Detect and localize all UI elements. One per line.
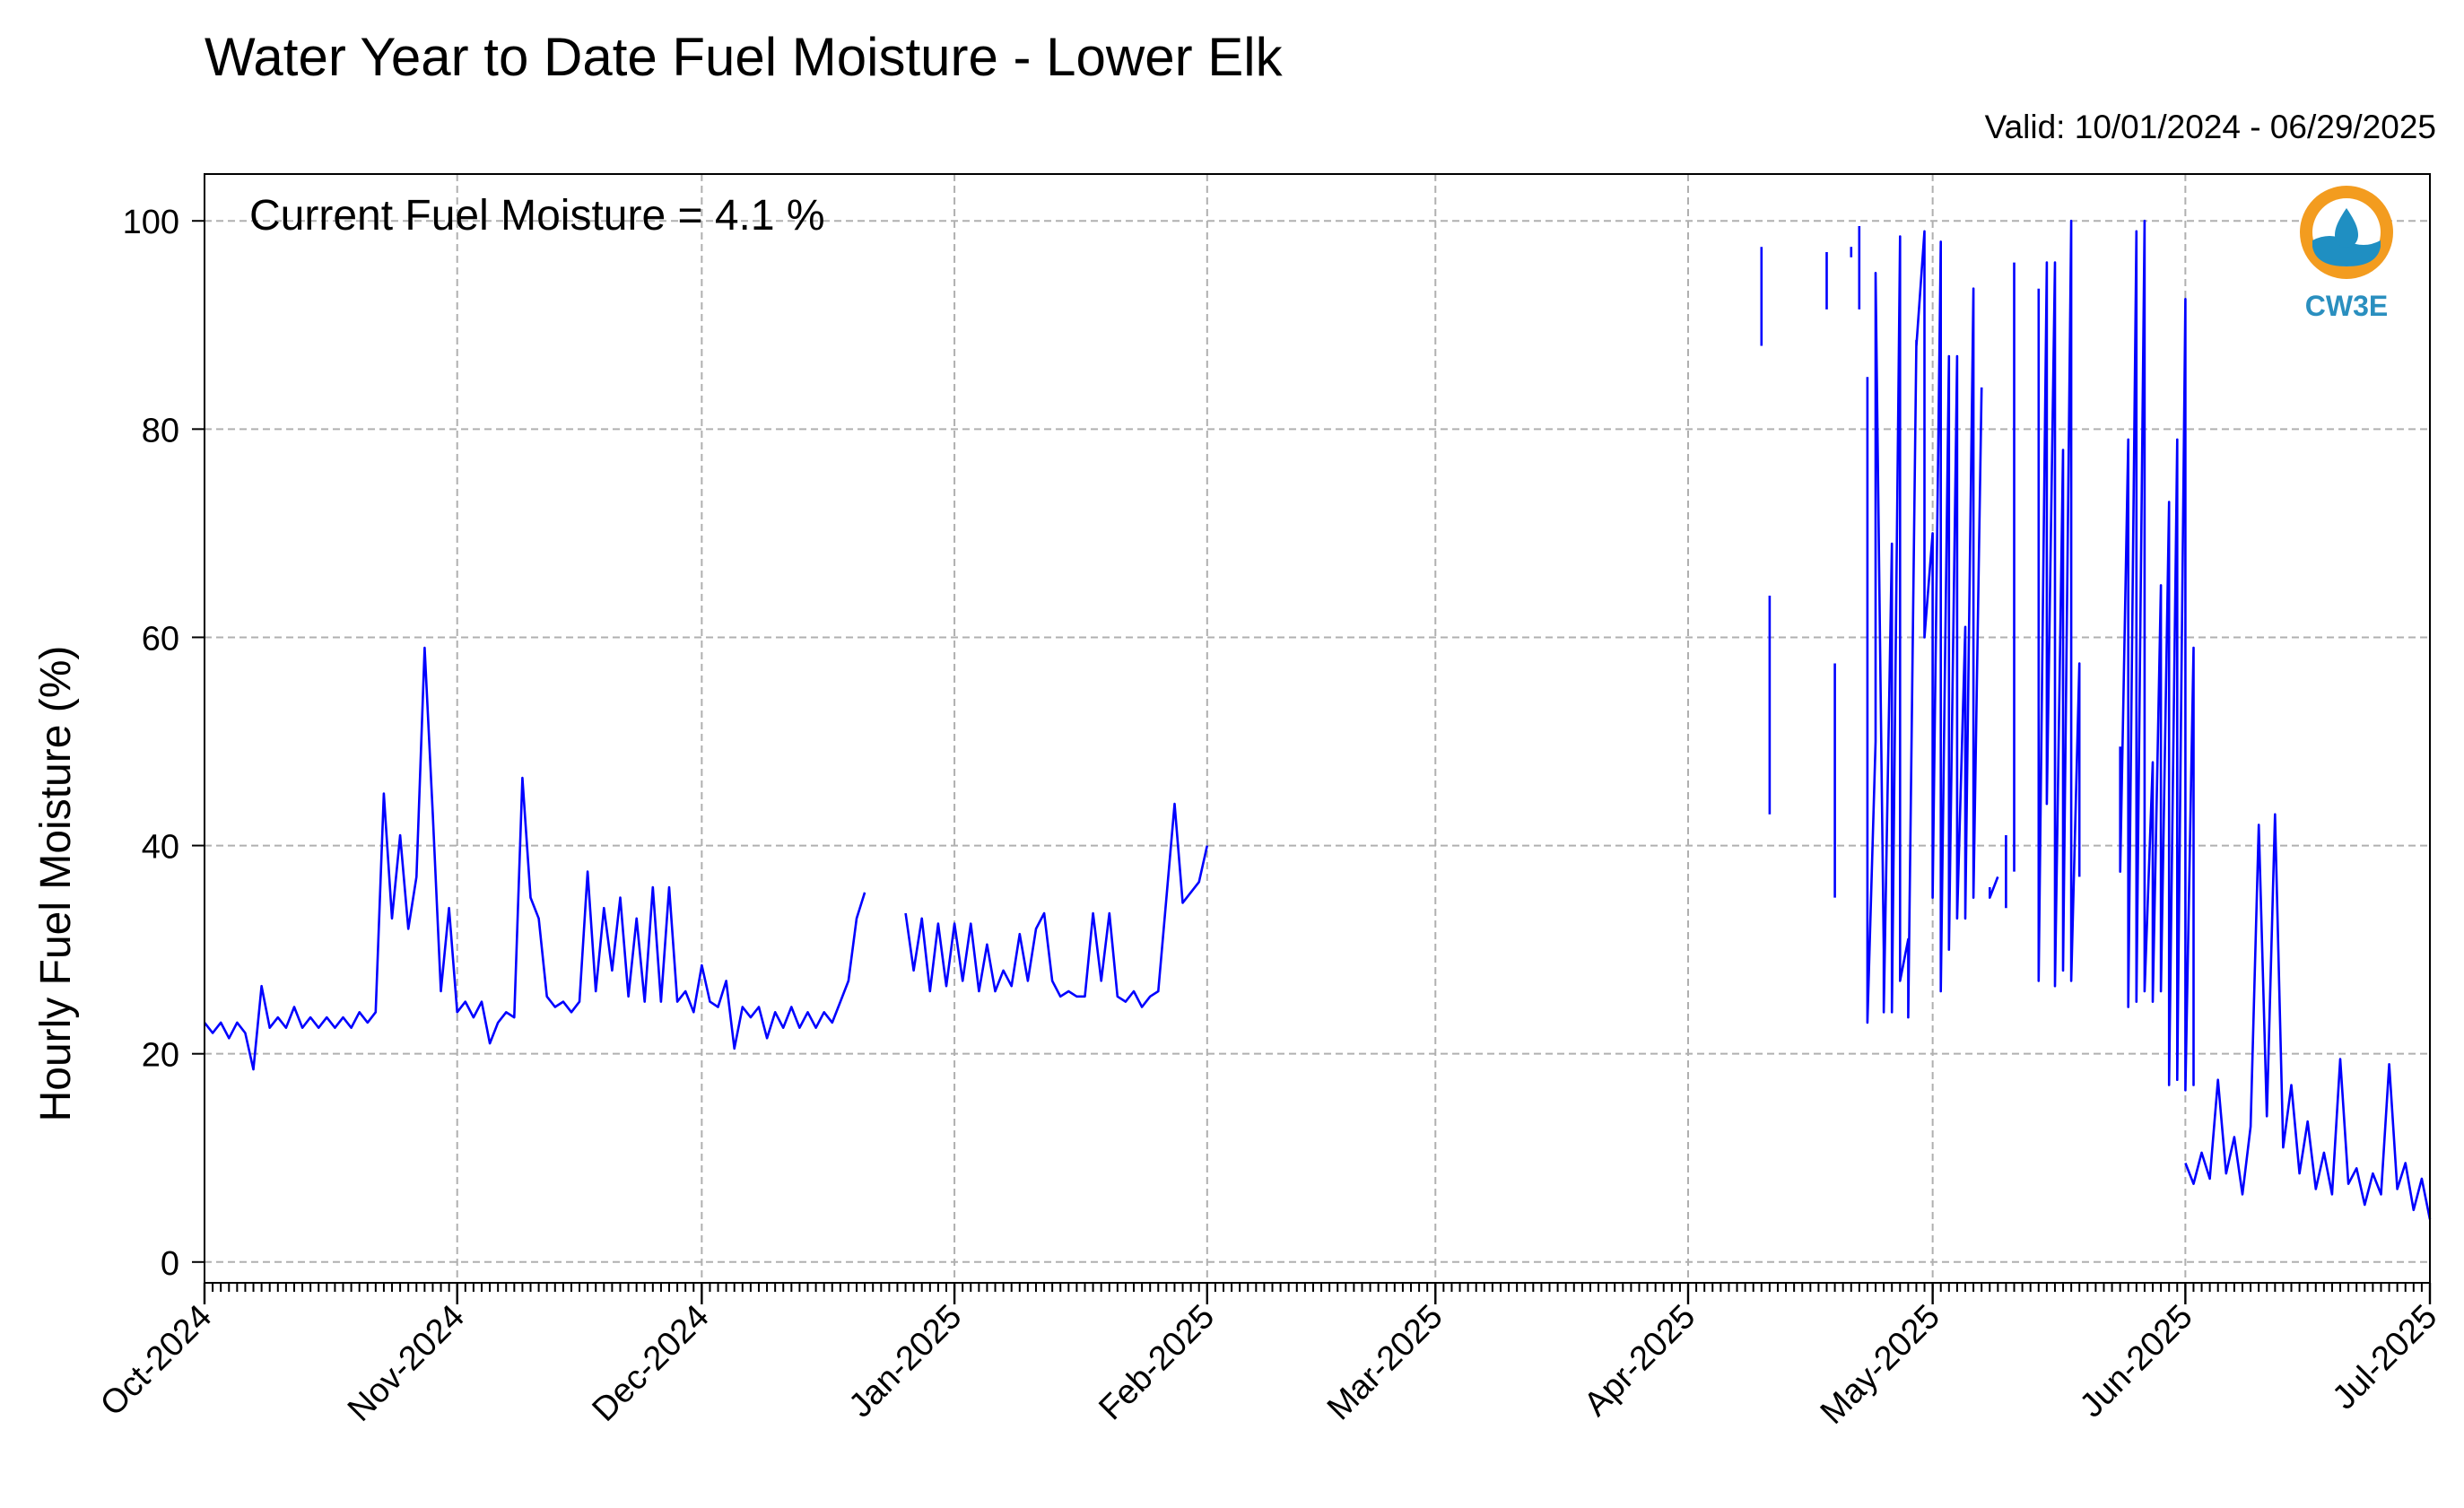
grid-layer [204, 174, 2431, 1283]
x-tick-label: Jan-2025 [842, 1298, 970, 1425]
series-line-segment [2184, 813, 2432, 1220]
y-tick-label: 80 [142, 412, 179, 449]
y-axis-label: Hourly Fuel Moisture (%) [32, 646, 80, 1122]
current-fuel-moisture-annotation: Current Fuel Moisture = 4.1 % [249, 192, 825, 240]
axes-layer: 0 20 40 60 80 100 Oct-2024 Nov-2024 Dec-2024 Jan-… [93, 173, 2445, 1432]
y-tick-label: 60 [142, 620, 179, 658]
x-tick-label: May-2025 [1814, 1298, 1947, 1432]
logo-text: CW3E [2305, 290, 2388, 322]
chart-title: Water Year to Date Fuel Moisture - Lower… [205, 27, 1283, 87]
x-tick-label: Jun-2025 [2073, 1298, 2200, 1425]
series-line-segment [904, 802, 1209, 1008]
y-tick-label: 0 [161, 1245, 179, 1283]
x-tick-label: Mar-2025 [1320, 1298, 1450, 1428]
series-line-segment [2037, 219, 2081, 988]
x-tick-label: Oct-2024 [93, 1298, 219, 1424]
cw3e-logo: CW3E [2300, 186, 2393, 322]
x-tick-label: Feb-2025 [1092, 1298, 1222, 1428]
series-line-segment [2119, 219, 2195, 1092]
series-line-segment [1989, 876, 1999, 899]
x-tick-label: Nov-2024 [341, 1298, 472, 1429]
water-drop-icon [2335, 208, 2358, 248]
x-tick-label: Apr-2025 [1577, 1298, 1702, 1424]
valid-range: Valid: 10/01/2024 - 06/29/2025 [1984, 109, 2436, 145]
y-tick-label: 100 [123, 204, 179, 241]
y-tick-label: 20 [142, 1037, 179, 1075]
logo-water-waves [2312, 236, 2381, 266]
plot-frame [204, 173, 2431, 1284]
series-layer [203, 219, 2432, 1220]
series-line-segment [1866, 230, 1983, 1024]
x-tick-label: Dec-2024 [586, 1298, 717, 1429]
y-tick-label: 40 [142, 829, 179, 867]
series-line-segment [203, 646, 866, 1071]
x-tick-label: Jul-2025 [2326, 1298, 2445, 1417]
